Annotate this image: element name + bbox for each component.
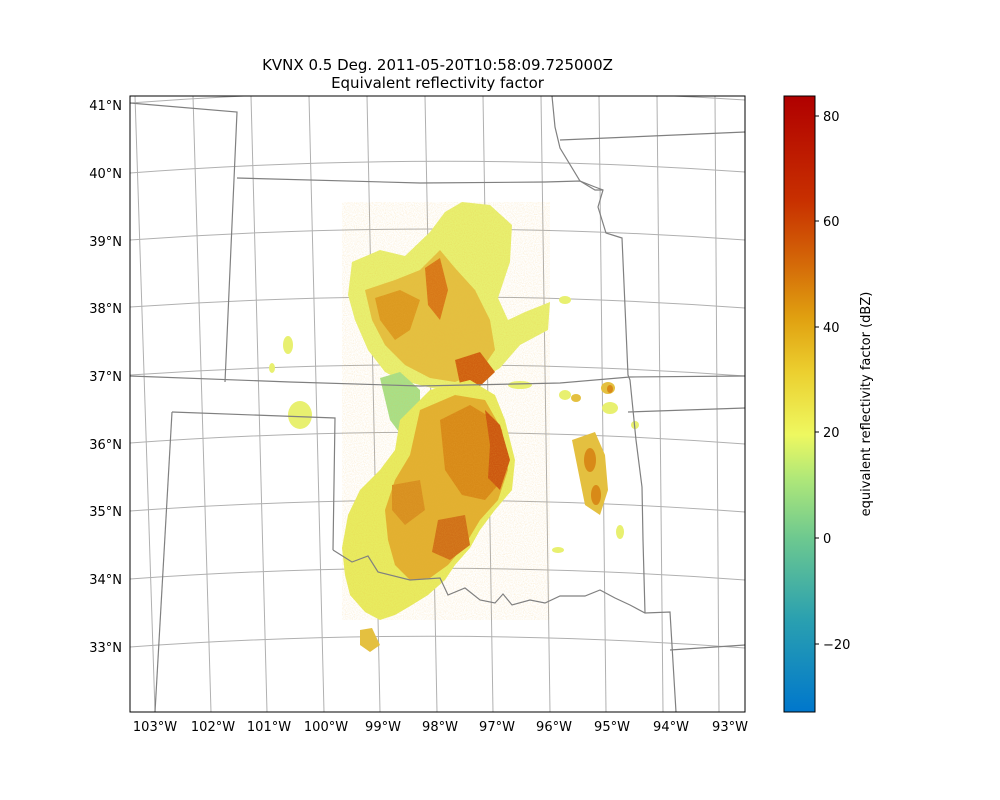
lon-label: 97°W	[479, 720, 515, 735]
state-borders	[130, 96, 745, 712]
colorbar-tick-label: 80	[823, 110, 840, 125]
colorbar-tick-label: −20	[823, 638, 850, 653]
lat-label: 37°N	[89, 370, 122, 385]
lon-label: 101°W	[247, 720, 291, 735]
lon-label: 98°W	[422, 720, 458, 735]
lat-label: 33°N	[89, 641, 122, 656]
colorbar-gradient	[784, 96, 815, 712]
colorbar-tick-label: 60	[823, 215, 840, 230]
colorbar-frame	[783, 95, 816, 713]
lon-label: 93°W	[712, 720, 748, 735]
lon-label: 95°W	[594, 720, 630, 735]
lat-label: 34°N	[89, 573, 122, 588]
colorbar-label: equivalent reflectivity factor (dBZ)	[859, 292, 874, 517]
colorbar-tick-label: 40	[823, 321, 840, 336]
colorbar: 80 60 40 20 0 −20 equivalent reflectivit…	[783, 95, 874, 713]
longitude-labels: 103°W 102°W 101°W 100°W 99°W 98°W 97°W 9…	[133, 720, 748, 735]
lat-label: 39°N	[89, 235, 122, 250]
lon-label: 94°W	[653, 720, 689, 735]
reflectivity-echoes	[269, 202, 639, 652]
map-subtitle: Equivalent reflectivity factor	[331, 74, 544, 92]
map-title: KVNX 0.5 Deg. 2011-05-20T10:58:09.725000…	[262, 56, 613, 74]
latitude-labels: 33°N 34°N 35°N 36°N 37°N 38°N 39°N 40°N …	[89, 99, 122, 656]
colorbar-tick-label: 20	[823, 426, 840, 441]
lat-label: 35°N	[89, 505, 122, 520]
colorbar-tick-label: 0	[823, 532, 831, 547]
lon-label: 96°W	[536, 720, 572, 735]
lon-label: 103°W	[133, 720, 177, 735]
lat-label: 38°N	[89, 302, 122, 317]
lon-label: 100°W	[304, 720, 348, 735]
lon-label: 99°W	[365, 720, 401, 735]
lat-label: 36°N	[89, 438, 122, 453]
map-frame	[129, 95, 746, 713]
colorbar-tick-marks	[815, 115, 819, 645]
lon-label: 102°W	[191, 720, 235, 735]
lat-label: 41°N	[89, 99, 122, 114]
lat-label: 40°N	[89, 167, 122, 182]
